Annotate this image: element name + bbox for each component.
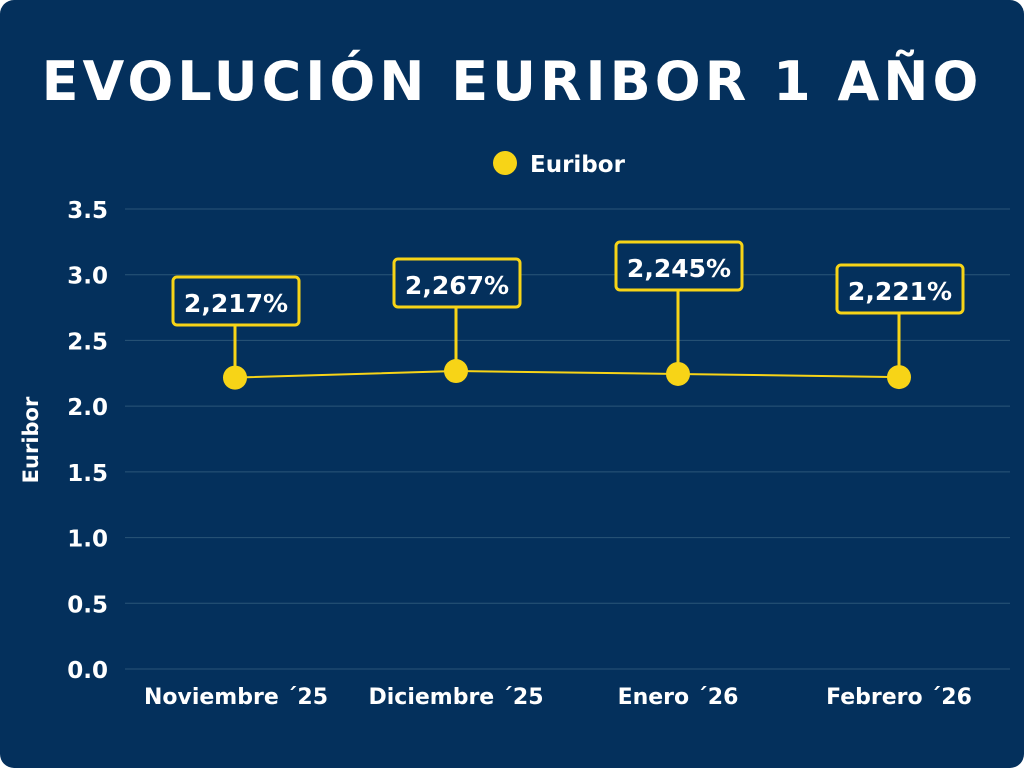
x-tick-label: Febrero ´26 [826,685,972,710]
x-tick-label: Diciembre ´25 [368,685,543,710]
data-label: 2,217% [184,289,288,318]
y-tick-label: 3.5 [67,198,108,224]
data-label: 2,267% [405,271,509,300]
legend-label: Euribor [530,152,626,178]
x-tick-label: Enero ´26 [618,685,739,710]
y-axis-label: Euribor [19,396,43,483]
y-tick-label: 3.0 [67,264,108,290]
x-tick-label: Noviembre ´25 [144,685,328,710]
y-tick-label: 1.0 [67,527,108,553]
y-tick-label: 2.0 [67,395,108,421]
y-tick-label: 0.0 [67,658,108,684]
legend: Euribor [493,151,626,178]
data-point [887,365,911,390]
data-point [666,361,690,386]
data-label: 2,245% [627,254,731,283]
data-point [444,359,468,384]
legend-marker [493,151,517,175]
chart-title: EVOLUCIÓN EURIBOR 1 AÑO [42,50,983,113]
data-label-box [392,257,522,309]
data-label-box [171,275,301,327]
data-point [223,365,247,390]
y-tick-label: 1.5 [67,461,108,487]
data-label-box [835,263,965,315]
y-tick-label: 0.5 [67,592,108,618]
series-line [234,370,900,379]
data-label-box [614,240,744,292]
data-label: 2,221% [848,277,952,306]
y-tick-label: 2.5 [67,329,108,355]
